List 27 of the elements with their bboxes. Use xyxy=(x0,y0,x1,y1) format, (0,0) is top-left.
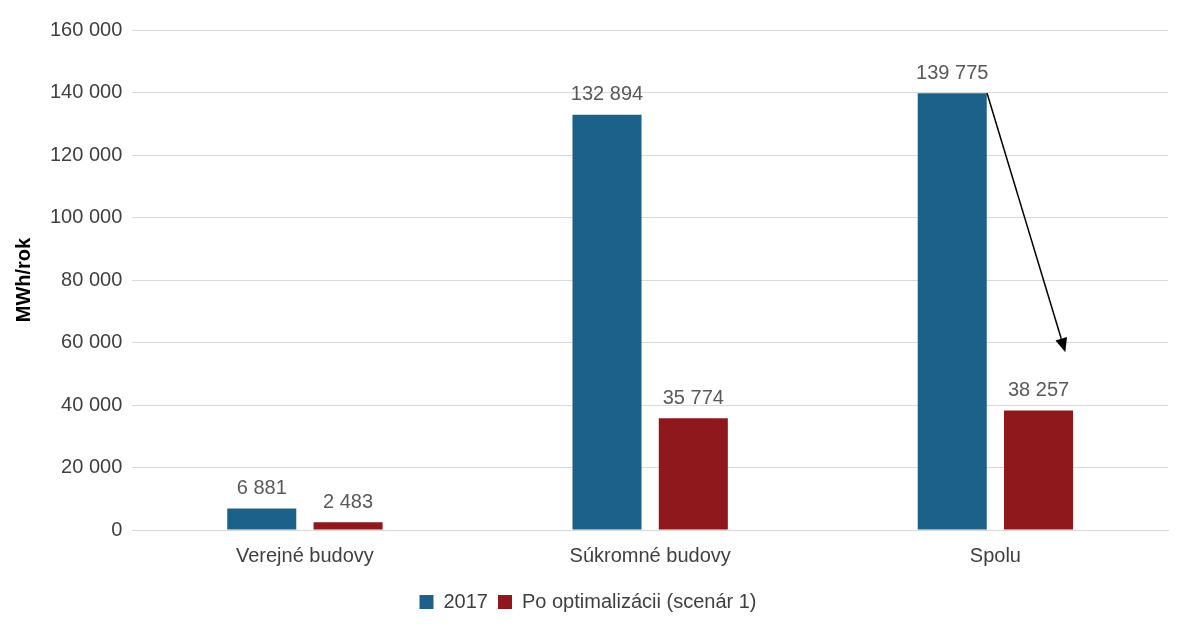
bar xyxy=(658,418,728,530)
x-tick-label: Verejné budovy xyxy=(235,543,374,566)
data-label: 139 775 xyxy=(916,60,989,83)
y-tick-label: 80 000 xyxy=(61,267,123,290)
y-tick-label: 120 000 xyxy=(50,142,123,165)
y-tick-label: 140 000 xyxy=(50,80,123,103)
data-label: 132 894 xyxy=(570,82,644,105)
legend-label: 2017 xyxy=(443,589,488,612)
y-tick-label: 20 000 xyxy=(61,455,123,478)
x-tick-label: Spolu xyxy=(969,543,1021,566)
bar xyxy=(917,93,987,530)
data-label: 2 483 xyxy=(323,489,374,512)
data-label: 6 881 xyxy=(236,476,287,499)
x-tick-label: Súkromné budovy xyxy=(569,543,731,566)
bar xyxy=(572,114,642,530)
legend-label: Po optimalizácii (scenár 1) xyxy=(521,589,757,612)
y-tick-label: 60 000 xyxy=(61,330,123,353)
y-tick-label: 100 000 xyxy=(50,205,123,228)
y-tick-label: 0 xyxy=(111,517,123,540)
y-axis-title: MWh/rok xyxy=(11,236,34,323)
bar xyxy=(227,508,297,530)
y-tick-label: 160 000 xyxy=(50,17,123,40)
data-label: 38 257 xyxy=(1007,377,1070,400)
bar xyxy=(1004,410,1074,530)
bar xyxy=(313,522,383,530)
y-tick-label: 40 000 xyxy=(61,392,123,415)
data-label: 35 774 xyxy=(662,385,724,408)
